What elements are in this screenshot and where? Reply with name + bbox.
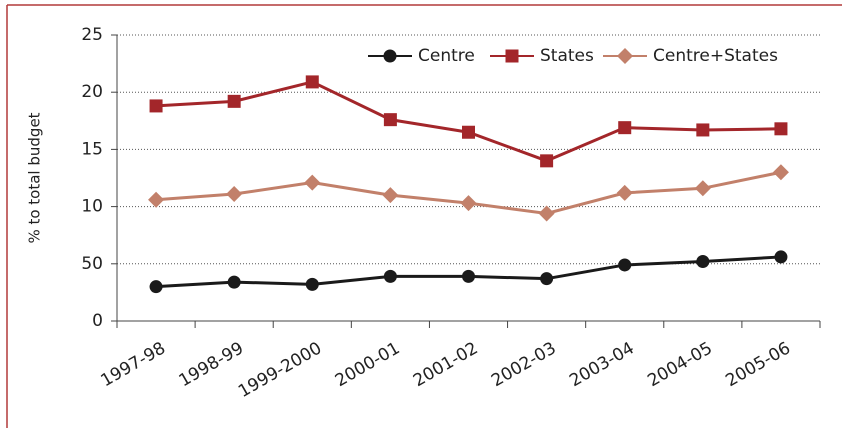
point	[774, 122, 788, 136]
point	[505, 49, 519, 63]
point	[383, 113, 397, 127]
x-tick-label: 2005-06	[722, 338, 794, 391]
point	[227, 94, 241, 108]
point	[227, 275, 241, 289]
point	[149, 99, 163, 113]
x-tick-label: 1997-98	[98, 338, 170, 391]
point	[226, 186, 243, 203]
point	[382, 187, 399, 204]
x-tick-label: 2000-01	[332, 338, 404, 391]
y-tick-label: 10	[81, 197, 103, 217]
point	[696, 123, 710, 137]
y-axis-title: % to total budget	[26, 112, 44, 243]
point	[616, 184, 633, 201]
point	[696, 255, 710, 269]
point	[617, 48, 633, 64]
point	[304, 174, 321, 191]
point	[148, 191, 165, 208]
x-tick-label: 2004-05	[644, 338, 716, 391]
point	[462, 269, 475, 283]
y-tick-label: 0	[92, 311, 103, 331]
point	[383, 49, 397, 63]
y-tick-label: 50	[81, 254, 103, 274]
x-tick-label: 2003-04	[566, 338, 638, 391]
point	[383, 269, 397, 283]
point	[460, 195, 477, 212]
point	[540, 154, 554, 168]
point	[538, 205, 555, 222]
x-tick-label: 1999-2000	[235, 338, 325, 402]
point	[540, 272, 554, 286]
point	[618, 121, 632, 135]
point	[772, 164, 789, 181]
point	[774, 250, 788, 264]
legend-label: States	[540, 46, 594, 66]
legend-label: Centre+States	[653, 46, 778, 66]
legend-label: Centre	[418, 46, 475, 66]
x-tick-label: 2002-03	[488, 338, 560, 391]
y-tick-label: 20	[81, 82, 103, 102]
y-tick-label: 25	[81, 25, 103, 45]
point	[694, 180, 711, 197]
point	[618, 258, 632, 272]
point	[462, 125, 475, 139]
point	[305, 75, 319, 89]
point	[149, 280, 163, 294]
point	[305, 277, 319, 291]
y-tick-label: 15	[81, 139, 103, 159]
x-tick-label: 2001-02	[410, 338, 482, 391]
